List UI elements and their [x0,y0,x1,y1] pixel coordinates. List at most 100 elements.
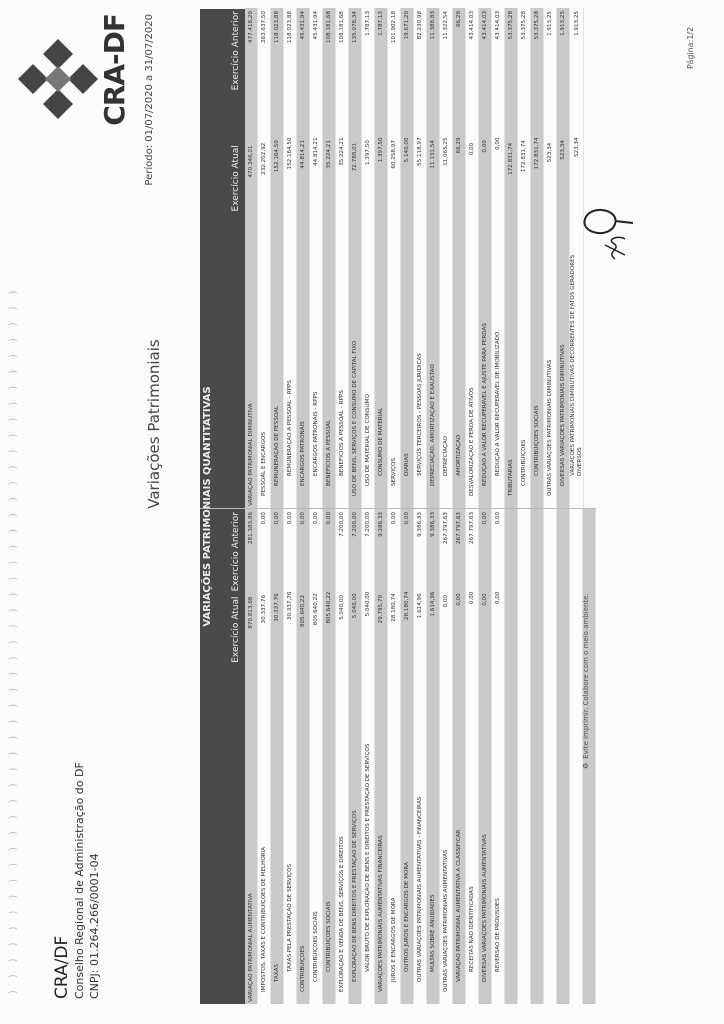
value-anterior: 0,00 [326,511,332,525]
table-row: DIÁRIAS 5.140,00 19.671,20 [401,8,414,508]
value-atual: 870.813,68 [248,596,254,629]
value-atual: 805.640,22 [313,593,319,626]
row-label: REDUÇÃO A VALOR RECUPERÁVEL DE IMOBILIZA… [494,331,501,476]
table-row: OUTROS JUROS E ENCARGOS DE MORA 28.180,74… [401,509,414,1004]
table-row: DIVERSAS VARIAÇÕES PATRIMONIAIS DIMINUTI… [557,8,570,508]
table-row: TAXAS PELA PRESTAÇÃO DE SERVIÇOS 30.337,7… [284,509,297,1004]
value-atual: 523,34 [547,142,553,163]
value-atual: 152.164,50 [287,137,293,170]
table-row: USO DE BENS, SERVIÇOS E CONSUMO DE CAPIT… [349,8,362,508]
value-atual: 60.258,97 [391,140,397,169]
row-label: VARIAÇÃO PATRIMONIAL AUMENTATIVA [247,893,254,1002]
table-row: REDUÇÃO A VALOR RECUPERÁVEL DE IMOBILIZA… [492,8,505,508]
value-anterior: 267.797,63 [469,511,475,545]
report-period: Período: 01/07/2020 a 31/07/2020 [144,14,155,186]
value-anterior: 1.913,25 [560,10,566,36]
aumentativas-section: Exercício Atual Exercício Anterior VARIA… [200,508,596,1004]
org-short-name: CRA/DF [52,935,72,999]
value-anterior: 45.431,94 [313,11,319,40]
value-anterior: 53.375,28 [521,10,527,40]
row-label: MULTAS SOBRE ANUIDADES [429,894,436,972]
table-row: EXPLORAÇÃO DE BENS DIREITOS E PRESTAÇÃO … [349,509,362,1004]
row-label: REDUÇÃO A VALOR RECUPERÁVEL E AJUSTE PAR… [481,323,488,486]
table-row: JUROS E ENCARGOS DE MORA 28.180,74 0,00 [388,509,401,1004]
row-label: AMORTIZAÇÃO [455,434,462,476]
row-label: JUROS E ENCARGOS DE MORA [390,897,397,982]
value-anterior: 11.322,54 [443,11,449,40]
empty-table-row [531,509,544,1004]
value-atual: 172.831,74 [508,142,514,175]
value-atual: 72.788,01 [352,142,358,172]
value-anterior: 45.431,94 [300,10,306,40]
cra-logo-icon [18,39,98,119]
value-anterior: 82.230,98 [417,11,423,40]
value-atual: 0,00 [443,594,449,608]
value-anterior: 0,00 [482,512,488,525]
table-row: TAXAS 30.337,76 0,00 [271,509,284,1004]
value-anterior: 7.200,00 [352,512,358,537]
value-atual: 11.065,25 [443,137,449,166]
row-label: CONSUMO DE MATERIAL [377,407,384,476]
row-label: CONTRIBUIÇÕES SOCIAIS [533,405,540,476]
row-label: CONTRIBUIÇÕES SOCIAIS [325,901,332,972]
value-atual: 30.337,76 [274,593,280,622]
row-label: REMUNERAÇÃO DE PESSOAL [273,405,280,486]
value-anterior: 477.418,20 [248,11,254,44]
value-atual: 66,29 [456,137,462,154]
table-row: SERVIÇOS 60.258,97 101.902,18 [388,8,401,508]
document-title: Variações Patrimoniais [145,339,163,509]
value-anterior: 267.797,63 [443,512,449,545]
row-label: TRIBUTÁRIAS [507,459,514,496]
empty-table-row [518,509,531,1004]
value-atual: 0,00 [456,593,462,606]
value-anterior: 53.375,28 [534,11,540,40]
value-atual: 44.814,21 [300,140,306,169]
row-label: VARIAÇÕES PATRIMONIAIS AUMENTATIVAS FINA… [377,835,384,992]
row-label: BENEFÍCIOS A PESSOAL - RPPS [338,390,345,476]
row-label: EXPLORAÇÃO DE BENS DIREITOS E PRESTAÇÃO … [351,810,358,982]
table-row: VALOR BRUTO DE EXPLORAÇÃO DE BENS E DIRE… [362,509,375,1004]
col-header-atual: Exercício Atual [231,596,241,663]
table-row: REDUÇÃO A VALOR RECUPERÁVEL E AJUSTE PAR… [479,8,492,508]
row-label: DIVERSAS VARIAÇÕES PATRIMONIAIS DIMINUTI… [559,344,566,486]
value-atual: 805.640,22 [300,594,306,628]
value-atual: 0,00 [469,142,475,156]
row-label: DEPRECIAÇÃO [442,436,449,476]
table-row: ENCARGOS PATRONAIS 44.814,21 45.431,94 [297,8,310,508]
value-atual: 35.224,21 [326,140,332,169]
value-atual: 470.346,01 [248,145,254,178]
page-number: Página:1/2 [686,26,695,69]
table-row: DIVERSAS VARIAÇÕES PATRIMONIAIS AUMENTAT… [479,509,492,1004]
value-atual: 44.814,21 [313,137,319,166]
value-atual: 30.337,76 [261,594,267,624]
row-label: USO DE BENS, SERVIÇOS E CONSUMO DE CAPIT… [351,340,358,496]
value-anterior: 118.023,88 [274,10,280,44]
value-anterior: 0,00 [391,512,397,525]
row-label: REVERSÃO DE PROVISÕES [494,898,501,972]
value-anterior: 118.023,88 [287,11,293,44]
value-anterior: 281.383,86 [248,512,254,545]
value-anterior: 66,29 [456,11,462,28]
table-row: DEPRECIAÇÃO 11.065,25 11.322,54 [440,8,453,508]
value-atual: 1.397,50 [378,137,384,163]
value-anterior: 43.414,03 [469,11,475,40]
value-atual: 1.397,50 [365,140,371,166]
table-row: VARIAÇÕES PATRIMONIAIS AUMENTATIVAS FINA… [375,509,388,1004]
col-header-anterior: Exercício Anterior [231,11,241,91]
table-row: REMUNERAÇÃO DE PESSOAL 152.164,50 118.023,… [271,8,284,508]
empty-table-row [505,509,518,1004]
value-anterior: 9.386,33 [417,512,423,537]
table-row: AMORTIZAÇÃO 66,29 66,29 [453,8,466,508]
value-atual: 0,00 [482,593,488,606]
row-label: VALOR BRUTO DE EXPLORAÇÃO DE BENS E DIRE… [364,743,371,972]
row-label: REMUNERAÇÃO A PESSOAL - RPPS [286,380,293,476]
row-label: DIVERSAS VARIAÇÕES PATRIMONIAIS AUMENTAT… [481,834,488,982]
diminutivas-section: Exercício Atual Exercício Anterior VARIA… [200,8,596,508]
table-row: CONTRIBUIÇÕES 805.640,22 0,00 [297,509,310,1004]
value-atual: 232.202,92 [261,142,267,175]
value-anterior: 1.787,13 [378,11,384,36]
value-anterior: 0,00 [261,512,267,525]
binder-holes-decoration: ))))))))))))))))))))))))))))))))))))))))… [8,278,19,994]
row-label: OUTRAS VARIAÇÕES PATRIMONIAIS DIMINUTIVA… [546,359,553,496]
table-row: VARIAÇÃO PATRIMONIAL DIMINUTIVA 470.346,0… [245,8,258,508]
